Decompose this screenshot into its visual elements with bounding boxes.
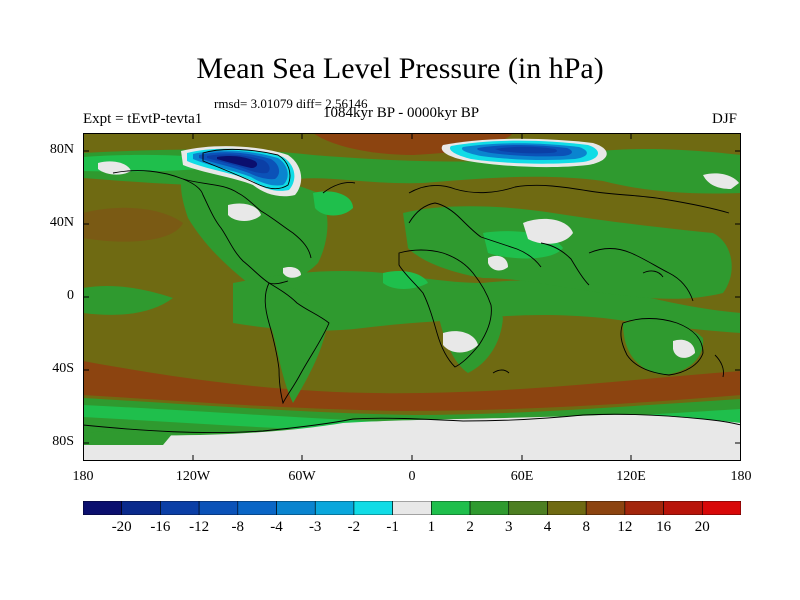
colorbar-label: 20 (694, 519, 710, 535)
field-high-south (83, 361, 741, 411)
x-tick-label: 60W (288, 469, 316, 484)
y-tick-label: 80N (49, 142, 74, 157)
x-tick-label: 120W (175, 469, 211, 484)
colorbar-swatch (431, 501, 471, 515)
patch-south-africa (443, 331, 478, 353)
field-australia (623, 321, 704, 375)
colorbar-swatch (198, 501, 239, 515)
colorbar-swatch (237, 501, 277, 515)
colorbar-swatch (624, 501, 664, 515)
experiment-label: Expt = tEvtP-tevta1 (83, 111, 203, 127)
colorbar-label: 2 (466, 519, 474, 535)
field-antarctica (83, 414, 741, 461)
colorbar-label: -4 (270, 519, 283, 535)
axis-ticks (83, 133, 741, 461)
colorbar-swatch (314, 501, 355, 515)
colorbar-swatch (276, 501, 316, 515)
colorbar-label: 3 (505, 519, 513, 535)
season-label: DJF (712, 111, 738, 127)
colorbar-label: -12 (189, 519, 210, 535)
field-high-pacific (83, 207, 183, 242)
colorbar-swatch (469, 501, 510, 515)
colorbar-label: 1 (427, 519, 436, 535)
colorbar-label: 4 (543, 519, 552, 535)
colorbar-swatch (701, 501, 741, 515)
colorbar-swatch (508, 501, 548, 515)
colorbar (83, 501, 741, 515)
colorbar-label: -3 (308, 519, 322, 535)
y-tick-label: 0 (67, 288, 74, 303)
x-tick-label: 120E (616, 469, 646, 484)
x-tick-label: 0 (408, 469, 416, 484)
colorbar-swatch (121, 501, 161, 515)
colorbar-label: 12 (617, 519, 633, 535)
colorbar-swatch (392, 501, 432, 515)
colorbar-label: -20 (111, 519, 132, 535)
y-tick-label: 40N (49, 215, 74, 230)
figure-title: Mean Sea Level Pressure (in hPa) (196, 52, 604, 85)
patch-north-america (228, 203, 261, 221)
coastlines (83, 148, 741, 434)
stats-line: rmsd= 3.01079 diff= 2.56146 (214, 96, 368, 111)
colorbar-swatch (663, 501, 703, 515)
colorbar-label: 8 (582, 519, 590, 535)
period-label: 1084kyr BP - 0000kyr BP (323, 105, 480, 121)
colorbar-label: -2 (347, 519, 361, 535)
patch-australia (673, 339, 695, 358)
colorbar-label: 16 (656, 519, 672, 535)
colorbar-label: -1 (386, 519, 399, 535)
colorbar-swatch (160, 501, 200, 515)
y-tick-label: 80S (52, 434, 74, 449)
colorbar-swatch (547, 501, 587, 515)
field-north-america (180, 172, 328, 285)
colorbar-swatch (353, 501, 393, 515)
colorbar-swatch (585, 501, 626, 515)
x-tick-label: 180 (730, 469, 752, 484)
field-eurasia (403, 206, 732, 299)
colorbar-swatch (83, 501, 123, 515)
field-south-america (263, 283, 328, 403)
colorbar-label: -16 (150, 519, 171, 535)
patch-asia (523, 218, 573, 244)
anomaly-barents (441, 138, 607, 168)
x-tick-label: 180 (72, 469, 94, 484)
colorbar-label: -8 (231, 519, 245, 535)
anomaly-greenland (181, 146, 302, 197)
pressure-map (83, 133, 741, 461)
x-tick-label: 60E (510, 469, 534, 484)
y-tick-label: 40S (52, 361, 74, 376)
